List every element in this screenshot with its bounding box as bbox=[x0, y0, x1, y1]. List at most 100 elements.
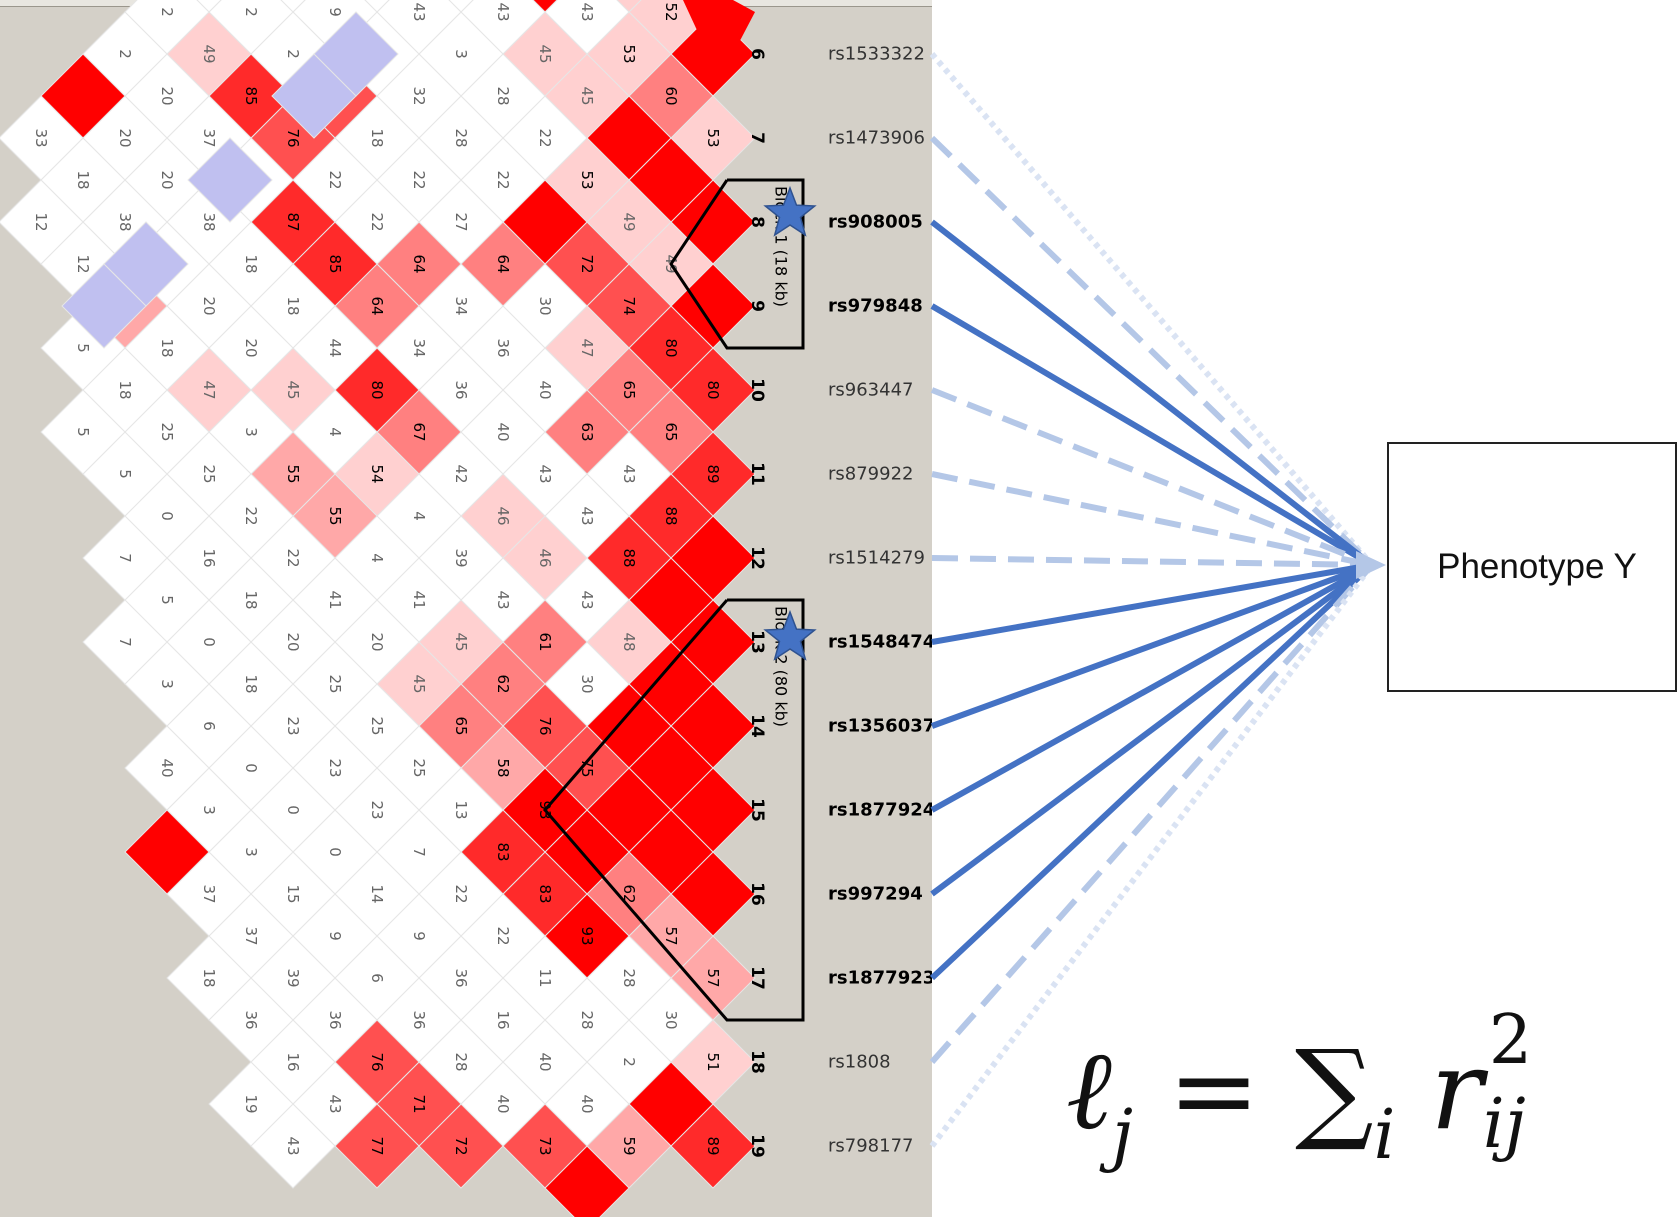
ld-value: 40 bbox=[494, 1094, 512, 1113]
ld-value: 63 bbox=[578, 422, 596, 441]
snp-index: 10 bbox=[747, 378, 767, 402]
ld-value: 37 bbox=[200, 884, 218, 903]
snp-index: 13 bbox=[747, 630, 767, 654]
block-label: Block 2 (80 kb) bbox=[772, 606, 791, 727]
ld-cell: 19 bbox=[208, 1061, 294, 1147]
ld-value: 20 bbox=[116, 128, 134, 147]
ld-value: 18 bbox=[74, 170, 92, 189]
block-label: Block 1 (18 kb) bbox=[772, 186, 791, 307]
ld-value: 43 bbox=[494, 590, 512, 609]
ld-value: 88 bbox=[662, 506, 680, 525]
ld-value: 72 bbox=[452, 1136, 470, 1155]
ld-value: 38 bbox=[200, 212, 218, 231]
ld-value: 57 bbox=[662, 926, 680, 945]
snp-rsid: rs1877923 bbox=[828, 968, 932, 989]
ld-value: 39 bbox=[452, 548, 470, 567]
ld-value: 87 bbox=[284, 212, 302, 231]
ld-value: 53 bbox=[704, 128, 722, 147]
ld-value: 0 bbox=[242, 763, 260, 773]
snp-rsid: rs1533322 bbox=[828, 44, 925, 65]
ld-value: 25 bbox=[326, 674, 344, 693]
ld-value: 15 bbox=[284, 884, 302, 903]
ld-value: 77 bbox=[368, 1136, 386, 1155]
ld-value: 76 bbox=[368, 1052, 386, 1071]
ld-cell-lavender bbox=[61, 263, 147, 349]
snp-index: 18 bbox=[747, 1050, 767, 1074]
ld-value: 93 bbox=[578, 926, 596, 945]
ld-value: 36 bbox=[410, 1010, 428, 1029]
ld-score-formula: ℓj = ∑i r 2 ij bbox=[1066, 1007, 1553, 1170]
ld-value: 28 bbox=[452, 128, 470, 147]
ld-cell: 12 bbox=[0, 179, 84, 265]
ld-value: 9 bbox=[410, 931, 428, 941]
formula-lhs: ℓ bbox=[1066, 1026, 1112, 1154]
ld-value: 46 bbox=[536, 548, 554, 567]
ld-value: 22 bbox=[494, 926, 512, 945]
ld-value: 64 bbox=[368, 296, 386, 315]
ld-value: 25 bbox=[410, 758, 428, 777]
ld-value: 67 bbox=[410, 422, 428, 441]
ld-value: 57 bbox=[704, 968, 722, 987]
ld-value: 28 bbox=[578, 1010, 596, 1029]
ld-cell: 40 bbox=[124, 725, 210, 811]
ld-value: 36 bbox=[452, 968, 470, 987]
snp-rsid: rs798177 bbox=[828, 1136, 914, 1157]
ld-value: 62 bbox=[620, 884, 638, 903]
ld-value: 3 bbox=[200, 805, 218, 815]
phenotype-box: Phenotype Y bbox=[1387, 442, 1677, 692]
ld-value: 76 bbox=[284, 128, 302, 147]
snp-index: 15 bbox=[747, 798, 767, 822]
ld-value: 30 bbox=[662, 1010, 680, 1029]
association-line-solid bbox=[929, 562, 1375, 981]
ld-value: 49 bbox=[620, 212, 638, 231]
ld-value: 16 bbox=[494, 1010, 512, 1029]
ld-value: 45 bbox=[410, 674, 428, 693]
ld-value: 43 bbox=[284, 1136, 302, 1155]
ld-value: 18 bbox=[242, 590, 260, 609]
ld-value: 64 bbox=[410, 254, 428, 273]
ld-value: 43 bbox=[410, 2, 428, 21]
ld-value: 25 bbox=[200, 464, 218, 483]
formula-r-sup: 2 bbox=[1488, 1001, 1533, 1080]
ld-value: 4 bbox=[410, 511, 428, 521]
ld-value: 13 bbox=[452, 800, 470, 819]
ld-value: 73 bbox=[536, 1136, 554, 1155]
ld-value: 14 bbox=[368, 884, 386, 903]
ld-value: 18 bbox=[368, 128, 386, 147]
ld-value: 43 bbox=[578, 506, 596, 525]
snp-rsid: rs1808 bbox=[828, 1052, 891, 1073]
association-line-dashed bbox=[931, 471, 1373, 568]
ld-value: 39 bbox=[284, 968, 302, 987]
ld-value: 65 bbox=[662, 422, 680, 441]
ld-value: 89 bbox=[704, 464, 722, 483]
ld-value: 76 bbox=[536, 716, 554, 735]
ld-value: 0 bbox=[200, 637, 218, 647]
ld-value: 20 bbox=[284, 632, 302, 651]
ld-value: 27 bbox=[452, 212, 470, 231]
snp-rsid: rs879922 bbox=[828, 464, 914, 485]
ld-value: 55 bbox=[326, 506, 344, 525]
ld-value: 85 bbox=[242, 86, 260, 105]
formula-lhs-sub: j bbox=[1111, 1096, 1133, 1175]
ld-value: 3 bbox=[242, 847, 260, 857]
ld-value: 88 bbox=[620, 548, 638, 567]
ld-value: 48 bbox=[620, 632, 638, 651]
association-line-solid bbox=[930, 219, 1374, 568]
ld-value: 18 bbox=[158, 338, 176, 357]
ld-value: 40 bbox=[158, 758, 176, 777]
ld-value: 47 bbox=[578, 338, 596, 357]
ld-value: 71 bbox=[410, 1094, 428, 1113]
ld-value: 16 bbox=[200, 548, 218, 567]
ld-value: 22 bbox=[326, 170, 344, 189]
ld-value: 6 bbox=[368, 973, 386, 983]
ld-value: 85 bbox=[326, 254, 344, 273]
ld-value: 28 bbox=[452, 1052, 470, 1071]
ld-value: 25 bbox=[158, 422, 176, 441]
snp-index: 9 bbox=[747, 300, 767, 312]
ld-value: 64 bbox=[494, 254, 512, 273]
ld-value: 22 bbox=[452, 884, 470, 903]
ld-value: 22 bbox=[242, 506, 260, 525]
ld-value: 41 bbox=[410, 590, 428, 609]
ld-value: 28 bbox=[620, 968, 638, 987]
ld-value: 4 bbox=[368, 553, 386, 563]
